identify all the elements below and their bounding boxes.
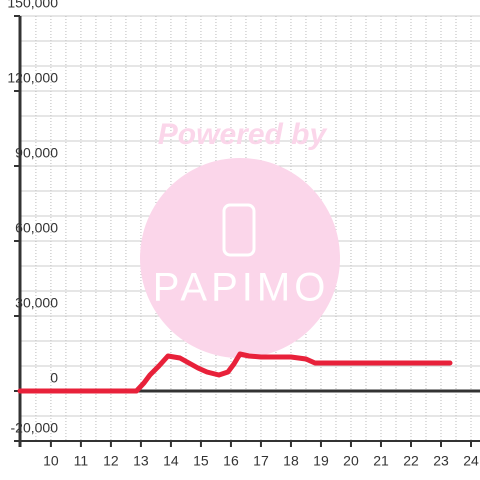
- x-tick-label: 13: [133, 453, 149, 469]
- x-tick-label: 22: [403, 453, 419, 469]
- x-tick-label: 23: [433, 453, 449, 469]
- y-tick-label: -20,000: [11, 420, 59, 436]
- y-tick-label: 30,000: [15, 295, 58, 311]
- x-tick-label: 21: [373, 453, 389, 469]
- x-tick-label: 19: [313, 453, 329, 469]
- x-tick-label: 17: [253, 453, 269, 469]
- x-tick-label: 11: [74, 453, 89, 469]
- x-tick-label: 20: [343, 453, 359, 469]
- x-tick-label: 10: [43, 453, 59, 469]
- x-tick-label: 15: [193, 453, 209, 469]
- y-tick-label: 0: [50, 370, 58, 386]
- watermark-circle: [140, 158, 340, 358]
- watermark-logo: PAPIMO: [153, 266, 330, 310]
- watermark-text: Powered by: [158, 118, 328, 151]
- y-tick-label: 120,000: [7, 70, 58, 86]
- y-tick-label: 90,000: [15, 145, 58, 161]
- data-line: [17, 351, 453, 394]
- x-tick-label: 18: [283, 453, 299, 469]
- x-tick-label: 12: [103, 453, 119, 469]
- x-tick-label: 16: [223, 453, 239, 469]
- y-tick-label: 150,000: [7, 0, 58, 11]
- y-tick-label: 60,000: [15, 220, 58, 236]
- x-tick-label: 24: [463, 453, 479, 469]
- x-tick-label: 14: [163, 453, 179, 469]
- watermark-icon: [222, 203, 256, 257]
